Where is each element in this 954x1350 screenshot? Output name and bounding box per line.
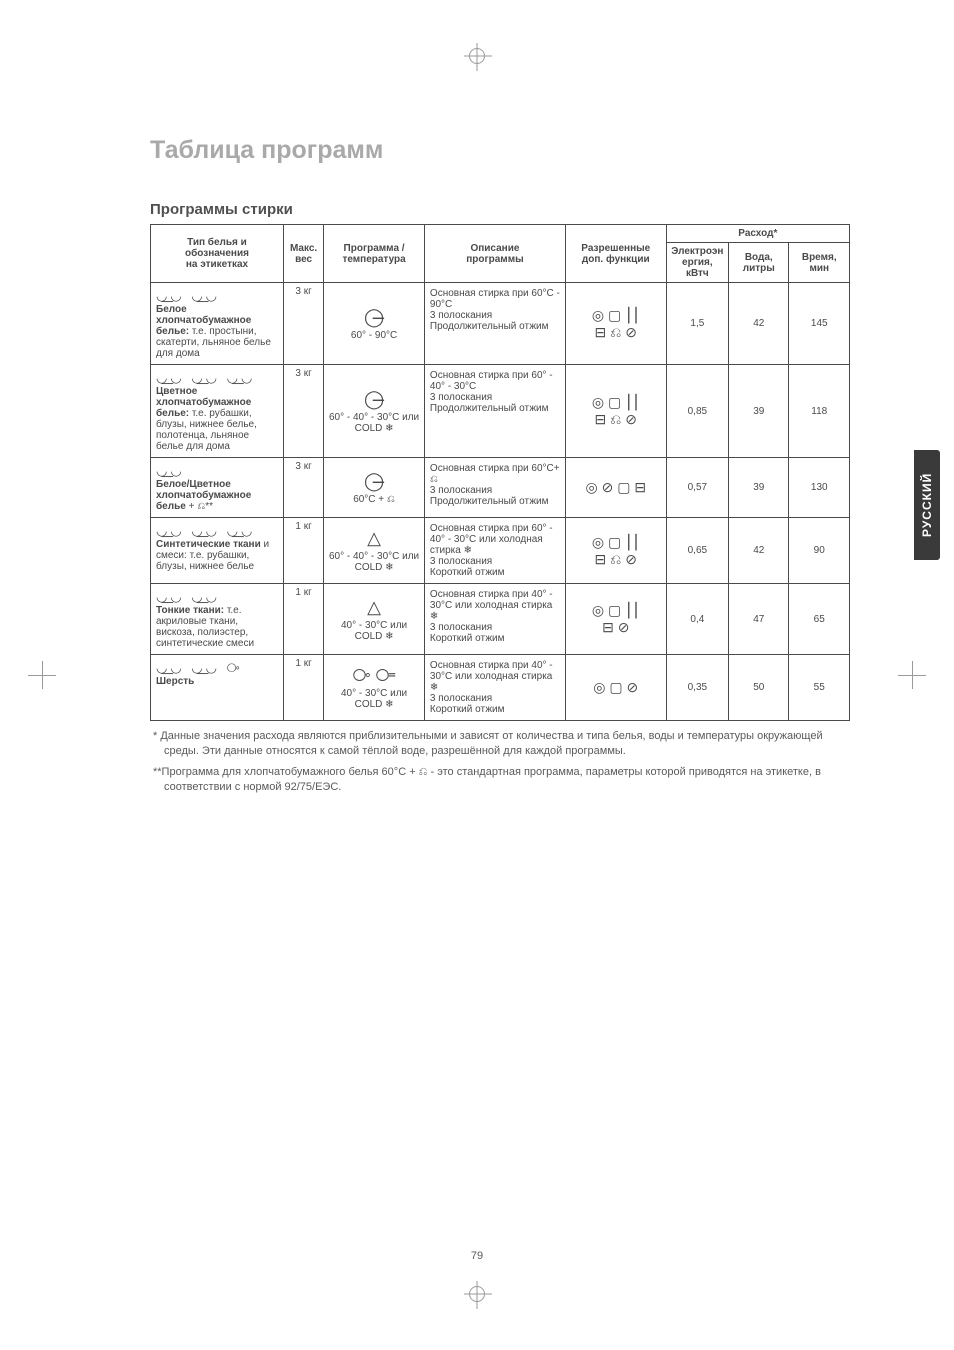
program-icon: △	[328, 528, 420, 549]
cell-program: ⧂ ⧃40° - 30°C или COLD ❄	[324, 655, 425, 721]
cell-water: 39	[729, 458, 789, 518]
cell-time: 90	[789, 518, 850, 584]
cell-time: 65	[789, 584, 850, 655]
cell-fabric-type: ◡͟◡ ◡͟◡Тонкие ткани: т.е. акриловые ткан…	[151, 584, 284, 655]
registration-mark-top	[469, 48, 485, 64]
cell-allowed-functions: ◎ ▢ ⊘	[565, 655, 666, 721]
cell-weight: 1 кг	[283, 584, 323, 655]
table-row: ◡͟◡ ◡͟◡ ◡͟◡Цветное хлопчатобумажное бель…	[151, 365, 850, 458]
cell-energy: 1,5	[666, 283, 728, 365]
registration-mark-bottom	[469, 1286, 485, 1302]
th-description: Описаниепрограммы	[424, 225, 565, 283]
th-allowed: Разрешенныедоп. функции	[565, 225, 666, 283]
cell-energy: 0,35	[666, 655, 728, 721]
cell-program: ◯̶60° - 90°C	[324, 283, 425, 365]
cell-fabric-type: ◡͟◡ ◡͟◡ ⧂Шерсть	[151, 655, 284, 721]
th-time: Время,мин	[789, 243, 850, 283]
cell-water: 50	[729, 655, 789, 721]
th-program: Программа /температура	[324, 225, 425, 283]
cell-program: ◯̶60°C + ⎌	[324, 458, 425, 518]
program-icon: ⧂ ⧃	[328, 665, 420, 686]
cell-weight: 1 кг	[283, 518, 323, 584]
cell-fabric-type: ◡͟◡ ◡͟◡ ◡͟◡Цветное хлопчатобумажное бель…	[151, 365, 284, 458]
section-heading: Программы стирки	[150, 201, 850, 218]
cell-weight: 3 кг	[283, 458, 323, 518]
crop-mark-left	[28, 669, 56, 681]
page-content: Таблица программ Программы стирки Тип бе…	[150, 136, 850, 800]
footnote-1: * Данные значения расхода являются прибл…	[150, 729, 850, 759]
cell-allowed-functions: ◎ ⊘ ▢ ⊟	[565, 458, 666, 518]
cell-time: 145	[789, 283, 850, 365]
care-label-icons: ◡͟◡ ◡͟◡ ⧂	[156, 660, 243, 675]
cell-water: 42	[729, 283, 789, 365]
cell-energy: 0,4	[666, 584, 728, 655]
cell-water: 42	[729, 518, 789, 584]
cell-time: 55	[789, 655, 850, 721]
cell-water: 39	[729, 365, 789, 458]
function-icons: ◎ ▢ ⎮⎮⊟ ⎌ ⊘	[592, 394, 640, 427]
care-label-icons: ◡͟◡ ◡͟◡	[156, 589, 220, 604]
function-icons: ◎ ▢ ⎮⎮⊟ ⎌ ⊘	[592, 307, 640, 340]
function-icons: ◎ ▢ ⎮⎮⊟ ⊘	[592, 602, 640, 635]
cell-allowed-functions: ◎ ▢ ⎮⎮⊟ ⎌ ⊘	[565, 365, 666, 458]
cell-weight: 1 кг	[283, 655, 323, 721]
th-weight: Макс.вес	[283, 225, 323, 283]
cell-energy: 0,85	[666, 365, 728, 458]
cell-fabric-type: ◡͟◡Белое/Цветное хлопчатобумажное белье …	[151, 458, 284, 518]
footnote-2: **Программа для хлопчатобумажного белья …	[150, 765, 850, 795]
cell-allowed-functions: ◎ ▢ ⎮⎮⊟ ⎌ ⊘	[565, 283, 666, 365]
cell-weight: 3 кг	[283, 283, 323, 365]
care-label-icons: ◡͟◡ ◡͟◡ ◡͟◡	[156, 370, 255, 385]
cell-fabric-type: ◡͟◡ ◡͟◡Белое хлопчатобумажное белье: т.е…	[151, 283, 284, 365]
cell-allowed-functions: ◎ ▢ ⎮⎮⊟ ⊘	[565, 584, 666, 655]
function-icons: ◎ ▢ ⊘	[593, 679, 638, 695]
care-label-icons: ◡͟◡ ◡͟◡ ◡͟◡	[156, 523, 255, 538]
cell-description: Основная стирка при 60° - 40° - 30°C3 по…	[424, 365, 565, 458]
cell-fabric-type: ◡͟◡ ◡͟◡ ◡͟◡Синтетические ткани и смеси: …	[151, 518, 284, 584]
programs-table: Тип белья и обозначения на этикетках Мак…	[150, 224, 850, 721]
care-label-icons: ◡͟◡ ◡͟◡	[156, 288, 220, 303]
cell-energy: 0,57	[666, 458, 728, 518]
page-title: Таблица программ	[150, 136, 850, 165]
cell-program: △60° - 40° - 30°C или COLD ❄	[324, 518, 425, 584]
function-icons: ◎ ⊘ ▢ ⊟	[585, 479, 646, 495]
table-row: ◡͟◡Белое/Цветное хлопчатобумажное белье …	[151, 458, 850, 518]
page-number: 79	[471, 1250, 483, 1262]
th-type: Тип белья и обозначения на этикетках	[151, 225, 284, 283]
cell-energy: 0,65	[666, 518, 728, 584]
crop-mark-right	[898, 669, 926, 681]
cell-program: ◯̶60° - 40° - 30°C или COLD ❄	[324, 365, 425, 458]
cell-time: 130	[789, 458, 850, 518]
language-tab: РУССКИЙ	[914, 450, 940, 560]
cell-description: Основная стирка при 60°C+ ⎌3 полосканияП…	[424, 458, 565, 518]
table-row: ◡͟◡ ◡͟◡ ◡͟◡Синтетические ткани и смеси: …	[151, 518, 850, 584]
function-icons: ◎ ▢ ⎮⎮⊟ ⎌ ⊘	[592, 534, 640, 567]
table-row: ◡͟◡ ◡͟◡Тонкие ткани: т.е. акриловые ткан…	[151, 584, 850, 655]
table-row: ◡͟◡ ◡͟◡ ⧂Шерсть1 кг⧂ ⧃40° - 30°C или COL…	[151, 655, 850, 721]
cell-weight: 3 кг	[283, 365, 323, 458]
cell-program: △40° - 30°C или COLD ❄	[324, 584, 425, 655]
th-water: Вода,литры	[729, 243, 789, 283]
cell-description: Основная стирка при 60° - 40° - 30°C или…	[424, 518, 565, 584]
program-icon: △	[328, 597, 420, 618]
cell-description: Основная стирка при 40° - 30°C или холод…	[424, 655, 565, 721]
cell-description: Основная стирка при 40° - 30°C или холод…	[424, 584, 565, 655]
cell-water: 47	[729, 584, 789, 655]
th-energy: Электроэнергия, кВтч	[666, 243, 728, 283]
cell-allowed-functions: ◎ ▢ ⎮⎮⊟ ⎌ ⊘	[565, 518, 666, 584]
cell-time: 118	[789, 365, 850, 458]
program-icon: ◯̶	[328, 389, 420, 410]
footnotes: * Данные значения расхода являются прибл…	[150, 729, 850, 794]
th-consumption: Расход*	[666, 225, 849, 243]
table-row: ◡͟◡ ◡͟◡Белое хлопчатобумажное белье: т.е…	[151, 283, 850, 365]
program-icon: ◯̶	[328, 471, 420, 492]
program-icon: ◯̶	[328, 307, 420, 328]
care-label-icons: ◡͟◡	[156, 463, 185, 478]
cell-description: Основная стирка при 60°C - 90°C3 полоска…	[424, 283, 565, 365]
